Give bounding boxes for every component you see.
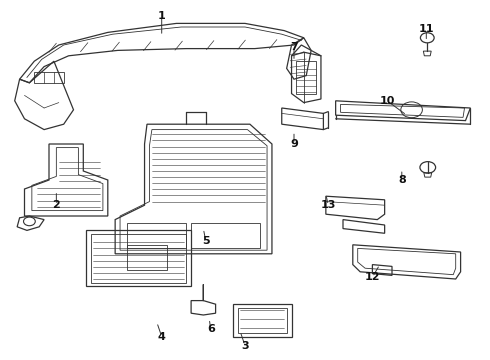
Text: 2: 2 xyxy=(52,200,60,210)
Text: 6: 6 xyxy=(207,324,215,334)
Bar xyxy=(191,223,260,248)
Text: 11: 11 xyxy=(418,24,434,34)
Text: 4: 4 xyxy=(158,332,166,342)
Text: 12: 12 xyxy=(365,272,380,282)
Text: 3: 3 xyxy=(241,341,249,351)
Text: 1: 1 xyxy=(158,11,166,21)
Text: 10: 10 xyxy=(379,96,395,106)
Bar xyxy=(34,72,64,83)
Text: 8: 8 xyxy=(398,175,406,185)
Bar xyxy=(127,223,186,248)
Bar xyxy=(127,245,167,270)
Text: 5: 5 xyxy=(202,236,210,246)
Bar xyxy=(296,61,316,94)
Text: 7: 7 xyxy=(290,42,298,52)
Text: 9: 9 xyxy=(290,139,298,149)
Text: 13: 13 xyxy=(320,200,336,210)
